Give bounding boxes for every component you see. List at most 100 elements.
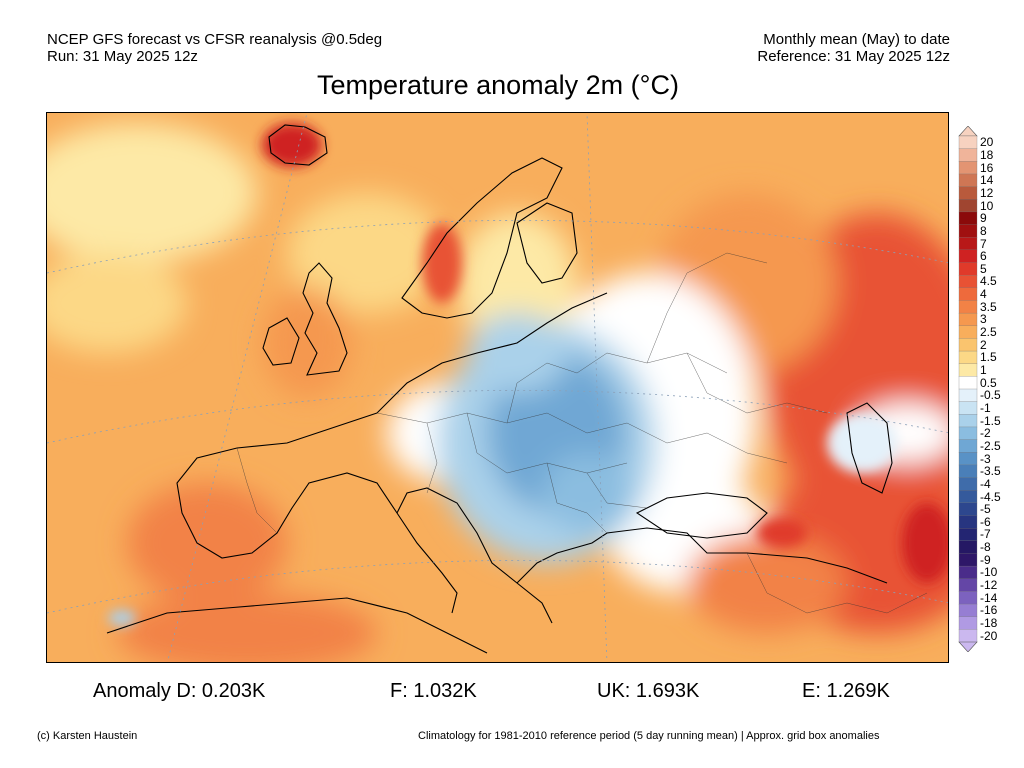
legend-label: -2 [980,426,991,441]
legend-min-triangle [958,641,978,652]
legend-label: -3 [980,451,991,466]
legend-swatch [958,540,978,554]
header-right: Monthly mean (May) to date Reference: 31… [757,31,950,65]
color-legend: 20 18 16 14 12 10 9 8 7 6 5 4.5 4 3.5 3 2.5 2 1.5 1 0.5 -0.5… [958,126,1024,652]
legend-swatch [958,148,978,162]
country-borders [236,252,928,614]
legend-label: 6 [980,249,987,264]
legend-swatch [958,515,978,529]
header-left: NCEP GFS forecast vs CFSR reanalysis @0.… [47,31,382,65]
anomaly-patch [47,253,187,353]
legend-label: -16 [980,603,998,618]
map-title: Temperature anomaly 2m (°C) [317,70,679,100]
legend-swatch [958,300,978,314]
legend-label: -2.5 [980,438,1001,453]
anomaly-patch [287,193,447,313]
climatology-note: Climatology for 1981-2010 reference peri… [418,730,880,742]
anomaly-patch [457,213,577,353]
legend-label: 2 [980,337,987,352]
graticule [47,113,948,662]
legend-swatch [958,502,978,516]
legend-label: 3.5 [980,299,997,314]
legend-swatch [958,629,978,643]
legend-swatch [958,350,978,365]
reference-time: Reference: 31 May 2025 12z [757,48,950,65]
map-region-europe [47,113,948,662]
legend-swatch [958,452,978,466]
legend-max-triangle [958,126,978,137]
legend-label: -4.5 [980,489,1001,504]
legend-label: -6 [980,514,991,529]
legend-label: 5 [980,261,987,276]
anomaly-patch [108,610,136,626]
model-description: NCEP GFS forecast vs CFSR reanalysis @0.… [47,31,383,48]
legend-swatch [958,135,978,150]
legend-label: 16 [980,160,994,175]
legend-swatch [958,363,978,377]
anomaly-patch [827,413,897,473]
legend-swatch [958,527,978,542]
legend-swatch [958,591,978,605]
legend-label: 4 [980,287,987,302]
legend-swatch [958,477,978,491]
anomaly-patch [127,483,287,603]
legend-swatch [958,211,978,226]
legend-swatch [958,439,978,453]
anomaly-spain: E: 1.269K [802,680,890,702]
anomaly-germany: Anomaly D: 0.203K [93,680,266,702]
legend-label: -0.5 [980,388,1001,403]
legend-swatch [958,414,978,428]
anomaly-patch [117,593,377,662]
anomaly-patch [262,123,322,167]
legend-swatch [958,274,978,289]
legend-label: -1 [980,400,991,415]
anomaly-france: F: 1.032K [390,680,477,702]
coastlines [106,124,893,654]
anomaly-uk: UK: 1.693K [597,680,700,702]
legend-label: -1.5 [980,413,1001,428]
legend-swatch [958,249,978,263]
anomaly-patch [47,123,257,263]
legend-swatch [958,186,978,200]
legend-swatch [958,312,978,327]
legend-label: 10 [980,198,994,213]
legend-swatch [958,490,978,504]
legend-label: 1.5 [980,350,997,365]
legend-label: -12 [980,578,998,593]
legend-label: -9 [980,552,991,567]
copyright-credit: (c) Karsten Haustein [37,730,138,742]
legend-swatch [958,616,978,630]
anomaly-patch [467,313,567,393]
legend-label: -3.5 [980,464,1001,479]
legend-swatch [958,224,978,238]
legend-label: 3 [980,312,987,327]
legend-swatch [958,325,978,339]
anomaly-patch [902,503,948,583]
legend-swatch [958,161,978,175]
legend-swatch [958,603,978,618]
legend-swatch [958,199,978,213]
anomaly-patch [262,288,352,398]
legend-swatch [958,553,978,567]
anomaly-patch [757,518,807,548]
legend-label: 2.5 [980,325,997,340]
legend-label: 0.5 [980,375,997,390]
legend-label: 18 [980,147,994,162]
legend-label: 12 [980,185,994,200]
legend-swatch [958,578,978,592]
legend-swatch [958,338,978,352]
legend-label: 7 [980,236,987,251]
period-description: Monthly mean (May) to date [763,31,950,48]
legend-label: 4.5 [980,274,997,289]
legend-colorbar [958,126,978,652]
anomaly-patch [542,453,632,533]
anomaly-map [46,112,949,663]
legend-swatch [958,565,978,580]
legend-swatch [958,388,978,403]
legend-swatch [958,464,978,478]
legend-label: -4 [980,476,991,491]
legend-swatch [958,287,978,301]
legend-label: -8 [980,540,991,555]
run-time: Run: 31 May 2025 12z [47,48,198,65]
legend-label: -10 [980,565,998,580]
